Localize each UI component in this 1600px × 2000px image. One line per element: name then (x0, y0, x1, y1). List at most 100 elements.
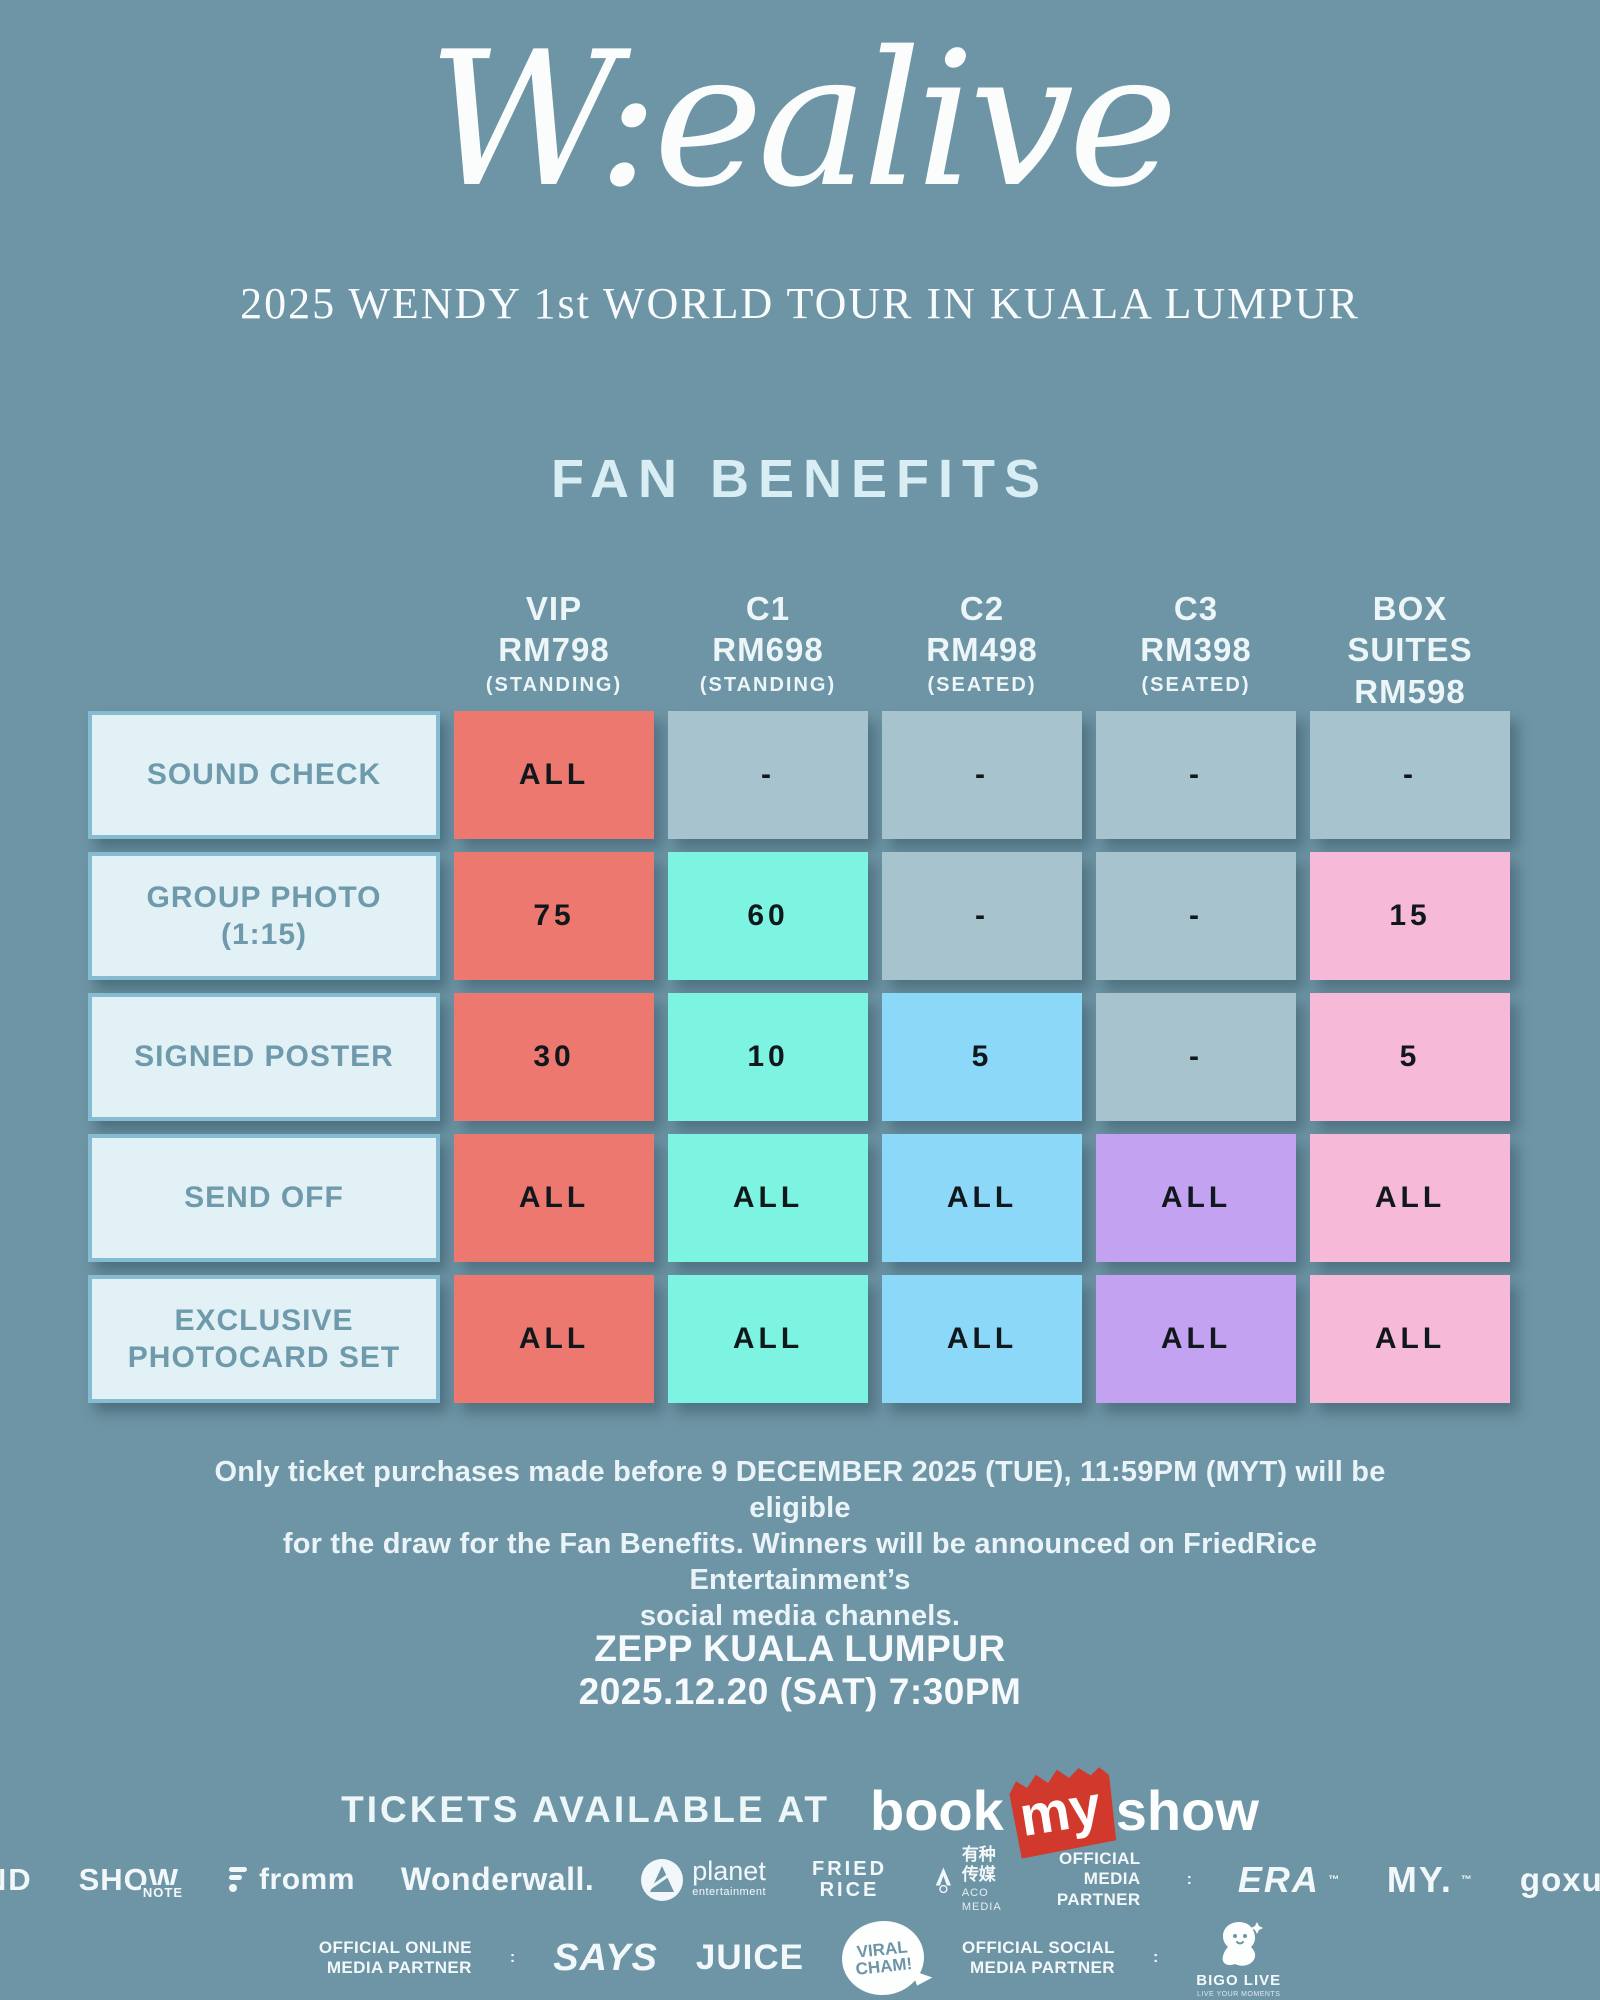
column-header-c1: C1 RM698 (STANDING) (668, 586, 868, 698)
bookmyshow-show-text: show (1115, 1778, 1259, 1842)
benefit-cell-photocard-c1: ALL (668, 1275, 868, 1403)
official-media-partner-label: OFFICIAL MEDIA PARTNER (1056, 1849, 1141, 1909)
ticket-price: RM798 (498, 631, 610, 669)
benefit-cell-group-photo-vip: 75 (454, 852, 654, 980)
viralcham-line2: CHAM! (854, 1954, 914, 1979)
ticket-price: RM698 (712, 631, 824, 669)
planet-sub-text: entertainment (692, 1886, 767, 1899)
friedrice-logo: FRIED RICE (812, 1857, 888, 1901)
benefit-cell-photocard-c2: ALL (882, 1275, 1082, 1403)
bigo-live-tagline: LIVE YOUR MOMENTS (1196, 1991, 1281, 1998)
benefit-cell-signed-poster-c3: - (1096, 993, 1296, 1121)
goxuan-text: goxuan (1519, 1860, 1600, 1898)
benefit-cell-photocard-c3: ALL (1096, 1275, 1296, 1403)
tickets-availability-line: TICKETS AVAILABLE AT book my show (0, 1768, 1600, 1852)
tour-subtitle: 2025 WENDY 1st WORLD TOUR IN KUALA LUMPU… (240, 279, 1360, 328)
ticket-category-name: BOX SUITES (1347, 590, 1473, 669)
benefit-cell-group-photo-box: 15 (1310, 852, 1510, 980)
table-corner-spacer (88, 586, 440, 698)
benefit-cell-signed-poster-c2: 5 (882, 993, 1082, 1121)
wonderwall-logo: Wonderwall. (400, 1861, 595, 1898)
aco-media-icon (935, 1867, 952, 1893)
ticket-price: RM498 (926, 631, 1038, 669)
benefit-cell-photocard-box: ALL (1310, 1275, 1510, 1403)
venue-block: ZEPP KUALA LUMPUR 2025.12.20 (SAT) 7:30P… (0, 1628, 1600, 1713)
row-label-exclusive-photocard-set: EXCLUSIVE PHOTOCARD SET (88, 1275, 440, 1403)
section-title-fan-benefits: FAN BENEFITS (550, 449, 1050, 509)
benefit-cell-photocard-vip: ALL (454, 1275, 654, 1403)
asnd-logo: ASND (0, 1861, 33, 1897)
shownote-logo: SHOW NOTE (79, 1862, 184, 1900)
row-label-sound-check: SOUND CHECK (88, 711, 440, 839)
ticket-category-name: C3 (1173, 590, 1219, 627)
ticket-note: (STANDING) (485, 674, 623, 697)
era-text: ERA (1237, 1858, 1320, 1900)
benefit-cell-send-off-c1: ALL (668, 1134, 868, 1262)
benefit-cell-sound-check-vip: ALL (454, 711, 654, 839)
ticket-category-name: C2 (959, 590, 1005, 627)
goxuan-logo: goxuan™ (1520, 1861, 1600, 1899)
planet-icon (641, 1858, 684, 1901)
sponsor-logos-row-1: ASND SHOW NOTE fromm Wonderwall. (0, 1845, 1600, 1914)
benefit-cell-group-photo-c1: 60 (668, 852, 868, 980)
bookmyshow-logo: book my show (870, 1768, 1259, 1852)
column-header-c3: C3 RM398 (SEATED) (1096, 586, 1296, 698)
separator-colon: : (1152, 1949, 1159, 1966)
fromm-icon (229, 1866, 248, 1892)
planet-entertainment-logo: planet entertainment (640, 1858, 766, 1902)
tour-logo-title: W:ealive (427, 11, 1179, 228)
eligibility-notice: Only ticket purchases made before 9 DECE… (214, 1456, 1386, 1632)
row-label-send-off: SEND OFF (88, 1134, 440, 1262)
benefit-cell-send-off-vip: ALL (454, 1134, 654, 1262)
row-label-signed-poster: SIGNED POSTER (88, 993, 440, 1121)
separator-colon: : (1186, 1870, 1192, 1888)
shownote-sub-text: NOTE (140, 1884, 184, 1900)
bookmyshow-book-text: book (870, 1778, 1004, 1842)
ticket-note: (SEATED) (927, 674, 1037, 697)
ticket-note: (SEATED) (1141, 674, 1251, 697)
event-datetime: 2025.12.20 (SAT) 7:30PM (578, 1670, 1022, 1712)
separator-colon: : (509, 1949, 516, 1966)
viralcham-logo: VIRAL CHAM! (838, 1916, 928, 2000)
my-logo: MY. ™ (1387, 1859, 1474, 1901)
ticket-note: (STANDING) (699, 674, 837, 697)
my-trademark: ™ (1460, 1873, 1474, 1886)
aco-media-logo: 有种传媒 ACO MEDIA (933, 1845, 1011, 1914)
bigo-live-mascot-icon (1222, 1922, 1263, 1966)
benefit-cell-signed-poster-box: 5 (1310, 993, 1510, 1121)
ticket-price: RM598 (1354, 672, 1466, 710)
column-header-vip: VIP RM798 (STANDING) (454, 586, 654, 698)
benefit-cell-sound-check-c1: - (668, 711, 868, 839)
bigo-live-logo: BIGO LIVE LIVE YOUR MOMENTS (1196, 1918, 1281, 1998)
benefit-cell-sound-check-c2: - (882, 711, 1082, 839)
benefit-cell-sound-check-box: - (1310, 711, 1510, 839)
aco-media-en-text: ACO MEDIA (961, 1886, 1002, 1914)
ticket-price: RM398 (1140, 631, 1252, 669)
era-trademark: ™ (1327, 1873, 1341, 1886)
tickets-available-label: TICKETS AVAILABLE AT (341, 1789, 830, 1830)
fromm-logo: fromm (225, 1863, 355, 1897)
says-logo: SAYS (553, 1936, 658, 1979)
aco-media-cn-text: 有种传媒 (961, 1845, 996, 1885)
benefit-cell-send-off-box: ALL (1310, 1134, 1510, 1262)
benefit-cell-signed-poster-vip: 30 (454, 993, 654, 1121)
benefit-cell-sound-check-c3: - (1096, 711, 1296, 839)
venue-name: ZEPP KUALA LUMPUR (594, 1628, 1006, 1669)
benefit-cell-group-photo-c2: - (882, 852, 1082, 980)
sponsor-logos-row-2: OFFICIAL ONLINE MEDIA PARTNER : SAYS JUI… (0, 1916, 1600, 2000)
benefit-cell-send-off-c2: ALL (882, 1134, 1082, 1262)
my-text: MY. (1386, 1858, 1453, 1900)
ticket-category-name: C1 (745, 590, 791, 627)
row-label-group-photo: GROUP PHOTO (1:15) (88, 852, 440, 980)
official-social-media-partner-label: OFFICIAL SOCIAL MEDIA PARTNER (961, 1937, 1115, 1977)
column-header-c2: C2 RM498 (SEATED) (882, 586, 1082, 698)
juice-logo: JUICE (695, 1938, 804, 1977)
benefit-cell-send-off-c3: ALL (1096, 1134, 1296, 1262)
fan-benefits-table: VIP RM798 (STANDING) C1 RM698 (STANDING)… (88, 586, 1510, 1403)
benefit-cell-signed-poster-c1: 10 (668, 993, 868, 1121)
bigo-live-text: BIGO LIVE (1196, 1972, 1282, 1989)
column-header-box-suites: BOX SUITES RM598 (8 PAX/BOX) SOLD INDIVI… (1310, 586, 1510, 758)
ticket-category-name: VIP (525, 590, 583, 627)
official-online-media-partner-label: OFFICIAL ONLINE MEDIA PARTNER (318, 1937, 472, 1977)
